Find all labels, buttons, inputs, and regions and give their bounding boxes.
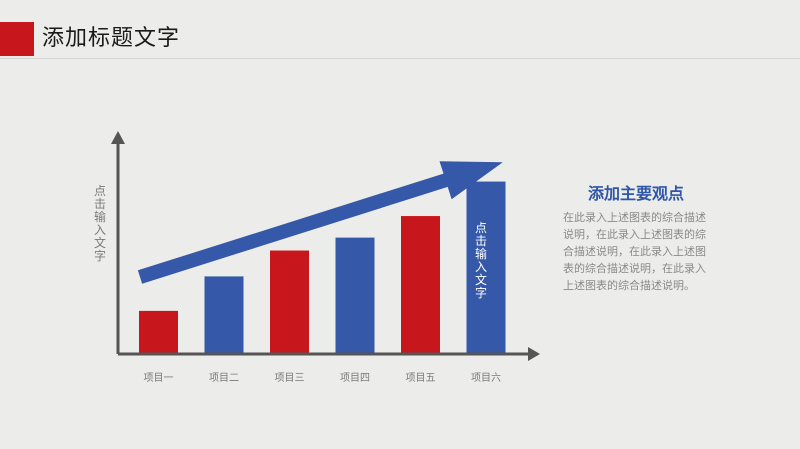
y-axis-label: 点击输入文字: [93, 184, 106, 263]
y-axis-arrowhead: [111, 131, 125, 144]
bar-annotation-text: 点击输入文字: [474, 221, 487, 300]
x-tick-label-5: 项目五: [406, 372, 436, 384]
x-tick-label-1: 项目一: [144, 372, 174, 384]
side-panel-body: 在此录入上述图表的综合描述说明，在此录入上述图表的综合描述说明，在此录入上述图表…: [563, 211, 706, 292]
x-axis-arrowhead: [528, 347, 540, 361]
bar-4: [335, 237, 375, 353]
bar-3: [270, 250, 309, 353]
x-tick-label-3: 项目三: [275, 372, 305, 384]
x-tick-label-2: 项目二: [209, 372, 239, 384]
page-title: 添加标题文字: [42, 26, 181, 51]
title-accent-block: [0, 22, 34, 56]
side-panel-heading: 添加主要观点: [588, 184, 685, 203]
bar-6: [466, 181, 506, 353]
x-tick-label-6: 项目六: [471, 372, 501, 384]
x-tick-label-4: 项目四: [340, 372, 370, 384]
trend-arrow-icon: [137, 161, 503, 284]
bar-5: [401, 216, 440, 353]
bar-1: [139, 310, 178, 353]
bar-2: [204, 276, 244, 353]
title-divider: [0, 58, 800, 59]
